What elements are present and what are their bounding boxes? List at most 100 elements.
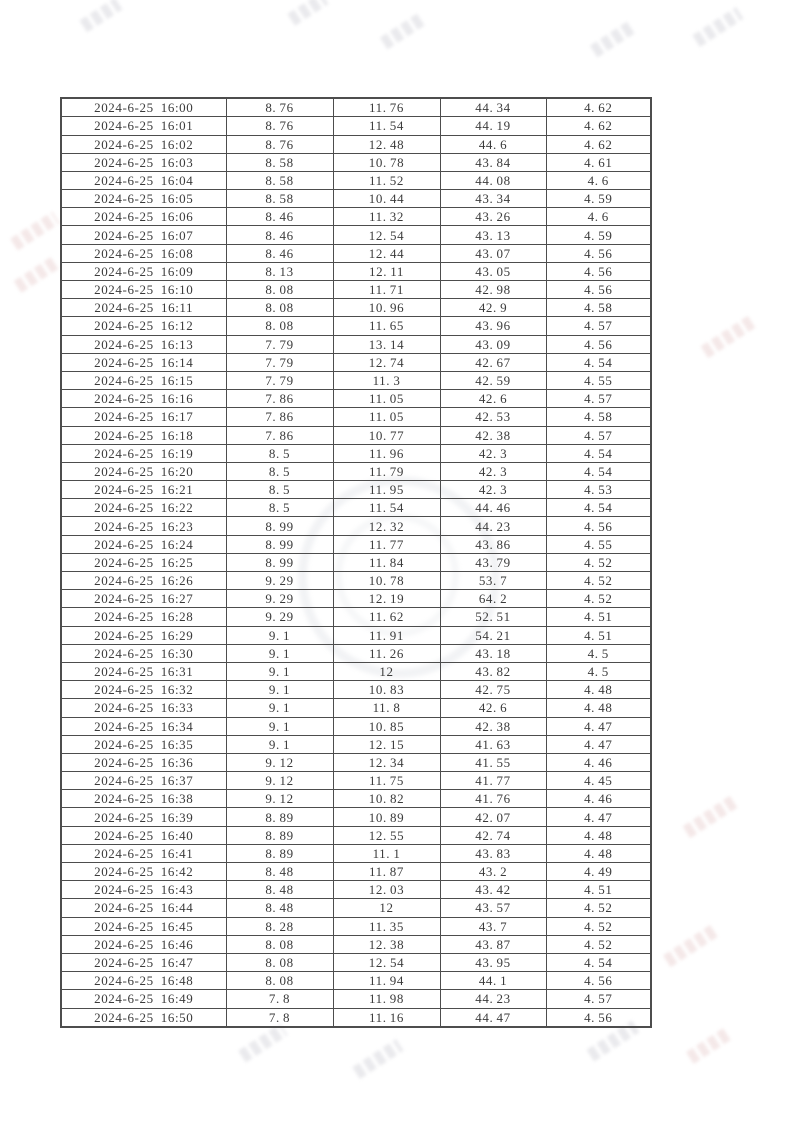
value-cell: 4. 57: [545, 316, 652, 336]
value-cell: 9. 12: [225, 789, 334, 809]
value-cell: 44. 08: [439, 170, 547, 191]
table-row: 2024-6-25 16:37 9. 12 11. 75 41. 77 4. 45: [60, 771, 652, 791]
value-cell: 41. 77: [439, 771, 547, 791]
value-cell: 42. 3: [439, 461, 547, 482]
value-cell: 8. 08: [225, 280, 334, 300]
timestamp-cell: 2024-6-25 16:39: [60, 807, 227, 827]
timestamp-cell: 2024-6-25 16:37: [60, 771, 227, 791]
timestamp-cell: 2024-6-25 16:42: [60, 862, 227, 882]
watermark-smudge: [682, 795, 738, 839]
value-cell: 10. 96: [332, 298, 441, 318]
value-cell: 42. 9: [439, 298, 547, 318]
table-row: 2024-6-25 16:14 7. 79 12. 74 42. 67 4. 54: [60, 352, 652, 372]
value-cell: 8. 58: [225, 152, 334, 172]
value-cell: 43. 83: [439, 843, 547, 864]
value-cell: 8. 76: [225, 134, 334, 154]
table-row: 2024-6-25 16:30 9. 1 11. 26 43. 18 4. 5: [60, 643, 652, 663]
table-row: 2024-6-25 16:49 7. 8 11. 98 44. 23 4. 57: [60, 989, 652, 1009]
timestamp-cell: 2024-6-25 16:18: [60, 425, 227, 445]
value-cell: 4. 56: [545, 516, 652, 536]
value-cell: 9. 12: [225, 771, 334, 791]
value-cell: 44. 19: [439, 116, 547, 136]
value-cell: 10. 78: [332, 152, 441, 172]
value-cell: 4. 46: [545, 789, 652, 809]
value-cell: 42. 3: [439, 443, 547, 463]
timestamp-cell: 2024-6-25 16:20: [60, 461, 227, 482]
timestamp-cell: 2024-6-25 16:47: [60, 952, 227, 973]
value-cell: 4. 57: [545, 425, 652, 445]
value-cell: 9. 1: [225, 698, 334, 718]
table-row: 2024-6-25 16:38 9. 12 10. 82 41. 76 4. 46: [60, 789, 652, 809]
table-row: 2024-6-25 16:28 9. 29 11. 62 52. 51 4. 51: [60, 607, 652, 627]
value-cell: 44. 46: [439, 498, 547, 518]
value-cell: 43. 82: [439, 661, 547, 682]
timestamp-cell: 2024-6-25 16:09: [60, 261, 227, 282]
table-row: 2024-6-25 16:03 8. 58 10. 78 43. 84 4. 61: [60, 152, 652, 172]
value-cell: 52. 51: [439, 607, 547, 627]
table-row: 2024-6-25 16:22 8. 5 11. 54 44. 46 4. 54: [60, 498, 652, 518]
value-cell: 11. 1: [332, 843, 441, 864]
timestamp-cell: 2024-6-25 16:10: [60, 280, 227, 300]
value-cell: 8. 76: [225, 116, 334, 136]
value-cell: 42. 53: [439, 407, 547, 427]
value-cell: 4. 56: [545, 261, 652, 282]
value-cell: 8. 58: [225, 170, 334, 191]
value-cell: 8. 5: [225, 498, 334, 518]
value-cell: 9. 29: [225, 607, 334, 627]
watermark-smudge: [700, 315, 756, 359]
value-cell: 10. 89: [332, 807, 441, 827]
value-cell: 43. 84: [439, 152, 547, 172]
value-cell: 9. 1: [225, 625, 334, 645]
value-cell: 8. 46: [225, 243, 334, 263]
value-cell: 4. 56: [545, 243, 652, 263]
value-cell: 4. 54: [545, 443, 652, 463]
value-cell: 4. 54: [545, 952, 652, 973]
value-cell: 12. 15: [332, 734, 441, 754]
value-cell: 8. 5: [225, 443, 334, 463]
timestamp-cell: 2024-6-25 16:16: [60, 389, 227, 409]
value-cell: 4. 59: [545, 225, 652, 245]
table-row: 2024-6-25 16:01 8. 76 11. 54 44. 19 4. 62: [60, 116, 652, 136]
value-cell: 44. 23: [439, 989, 547, 1009]
table-row: 2024-6-25 16:13 7. 79 13. 14 43. 09 4. 56: [60, 334, 652, 354]
value-cell: 8. 08: [225, 952, 334, 973]
value-cell: 11. 71: [332, 280, 441, 300]
value-cell: 11. 16: [332, 1007, 441, 1028]
timestamp-cell: 2024-6-25 16:31: [60, 661, 227, 682]
timestamp-cell: 2024-6-25 16:48: [60, 971, 227, 991]
value-cell: 9. 12: [225, 752, 334, 773]
value-cell: 43. 87: [439, 934, 547, 954]
timestamp-cell: 2024-6-25 16:13: [60, 334, 227, 354]
timestamp-cell: 2024-6-25 16:01: [60, 116, 227, 136]
value-cell: 4. 52: [545, 934, 652, 954]
value-cell: 11. 3: [332, 370, 441, 391]
table-row: 2024-6-25 16:21 8. 5 11. 95 42. 3 4. 53: [60, 480, 652, 500]
value-cell: 4. 54: [545, 498, 652, 518]
table-row: 2024-6-25 16:07 8. 46 12. 54 43. 13 4. 59: [60, 225, 652, 245]
value-cell: 42. 38: [439, 716, 547, 736]
value-cell: 4. 5: [545, 643, 652, 663]
value-cell: 8. 5: [225, 480, 334, 500]
readings-table-body: 2024-6-25 16:00 8. 76 11. 76 44. 34 4. 62 202…: [60, 97, 652, 1028]
value-cell: 4. 6: [545, 170, 652, 191]
value-cell: 41. 55: [439, 752, 547, 773]
value-cell: 4. 53: [545, 480, 652, 500]
value-cell: 4. 58: [545, 298, 652, 318]
value-cell: 12: [332, 661, 441, 682]
value-cell: 4. 52: [545, 898, 652, 918]
table-row: 2024-6-25 16:23 8. 99 12. 32 44. 23 4. 56: [60, 516, 652, 536]
value-cell: 4. 58: [545, 407, 652, 427]
table-row: 2024-6-25 16:06 8. 46 11. 32 43. 26 4. 6: [60, 207, 652, 227]
value-cell: 11. 52: [332, 170, 441, 191]
watermark-smudge: [692, 6, 744, 48]
value-cell: 4. 52: [545, 552, 652, 573]
timestamp-cell: 2024-6-25 16:12: [60, 316, 227, 336]
value-cell: 12. 34: [332, 752, 441, 773]
value-cell: 4. 56: [545, 1007, 652, 1028]
timestamp-cell: 2024-6-25 16:04: [60, 170, 227, 191]
timestamp-cell: 2024-6-25 16:46: [60, 934, 227, 954]
value-cell: 7. 79: [225, 370, 334, 391]
value-cell: 7. 8: [225, 989, 334, 1009]
table-row: 2024-6-25 16:34 9. 1 10. 85 42. 38 4. 47: [60, 716, 652, 736]
value-cell: 43. 09: [439, 334, 547, 354]
